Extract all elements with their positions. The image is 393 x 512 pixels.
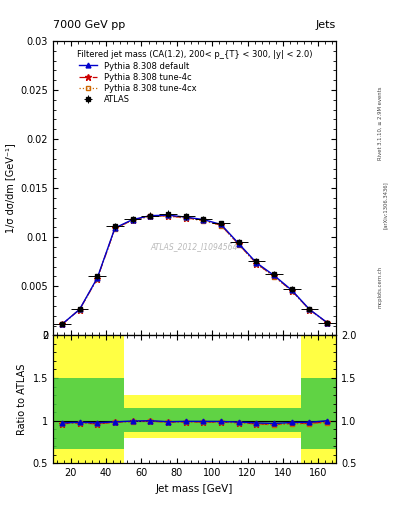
Pythia 8.308 tune-4c [272,273,277,280]
Pythia 8.308 default [148,212,152,219]
Pythia 8.308 tune-4cx [130,217,135,223]
Y-axis label: 1/σ dσ/dm [GeV⁻¹]: 1/σ dσ/dm [GeV⁻¹] [5,143,15,233]
Pythia 8.308 tune-4cx [60,322,64,328]
Pythia 8.308 tune-4c [95,275,100,282]
Pythia 8.308 tune-4c [289,288,294,294]
Text: mcplots.cern.ch: mcplots.cern.ch [378,266,383,308]
Pythia 8.308 tune-4c [183,215,188,221]
Text: Rivet 3.1.10, ≥ 2.9M events: Rivet 3.1.10, ≥ 2.9M events [378,86,383,160]
Pythia 8.308 tune-4cx [289,288,294,294]
Text: Jets: Jets [316,20,336,31]
Pythia 8.308 default [77,306,82,312]
Text: ATLAS_2012_I1094564: ATLAS_2012_I1094564 [151,243,238,251]
Line: Pythia 8.308 default: Pythia 8.308 default [59,212,330,327]
Legend: Pythia 8.308 default, Pythia 8.308 tune-4c, Pythia 8.308 tune-4cx, ATLAS: Pythia 8.308 default, Pythia 8.308 tune-… [77,60,198,105]
Pythia 8.308 default [254,260,259,266]
Pythia 8.308 tune-4c [148,213,152,219]
Pythia 8.308 tune-4cx [307,307,312,313]
Pythia 8.308 tune-4cx [272,273,277,280]
Pythia 8.308 default [183,214,188,220]
Pythia 8.308 tune-4c [201,217,206,223]
Y-axis label: Ratio to ATLAS: Ratio to ATLAS [17,364,27,435]
Pythia 8.308 default [307,306,312,312]
Pythia 8.308 tune-4cx [219,223,223,229]
Pythia 8.308 default [201,217,206,223]
Pythia 8.308 tune-4c [325,319,330,326]
Pythia 8.308 default [130,217,135,223]
Pythia 8.308 tune-4c [130,217,135,223]
Pythia 8.308 tune-4c [254,261,259,267]
Pythia 8.308 default [95,275,100,281]
Pythia 8.308 default [289,287,294,293]
Pythia 8.308 tune-4cx [77,307,82,313]
Pythia 8.308 tune-4c [77,307,82,313]
Pythia 8.308 tune-4c [166,213,171,219]
Pythia 8.308 tune-4cx [254,261,259,267]
Pythia 8.308 default [166,212,171,218]
Pythia 8.308 tune-4c [237,241,241,247]
Pythia 8.308 tune-4cx [113,225,118,231]
Pythia 8.308 tune-4c [219,222,223,228]
Pythia 8.308 tune-4cx [201,218,206,224]
Line: Pythia 8.308 tune-4c: Pythia 8.308 tune-4c [59,212,330,328]
Text: 7000 GeV pp: 7000 GeV pp [53,20,125,31]
Pythia 8.308 default [219,221,223,227]
Pythia 8.308 default [113,225,118,231]
Pythia 8.308 default [325,319,330,326]
Pythia 8.308 tune-4c [307,307,312,313]
Line: Pythia 8.308 tune-4cx: Pythia 8.308 tune-4cx [59,214,330,327]
Pythia 8.308 tune-4cx [183,215,188,221]
Pythia 8.308 tune-4cx [237,242,241,248]
Pythia 8.308 tune-4c [113,225,118,231]
Text: Filtered jet mass (CA(1.2), 200< p_{T} < 300, |y| < 2.0): Filtered jet mass (CA(1.2), 200< p_{T} <… [77,50,312,59]
X-axis label: Jet mass [GeV]: Jet mass [GeV] [156,484,233,494]
Pythia 8.308 default [272,272,277,279]
Pythia 8.308 tune-4cx [166,213,171,219]
Pythia 8.308 tune-4c [60,322,64,328]
Pythia 8.308 tune-4cx [148,214,152,220]
Text: [arXiv:1306.3436]: [arXiv:1306.3436] [383,181,387,229]
Pythia 8.308 default [60,322,64,328]
Pythia 8.308 default [237,241,241,247]
Pythia 8.308 tune-4cx [325,320,330,326]
Pythia 8.308 tune-4cx [95,275,100,282]
